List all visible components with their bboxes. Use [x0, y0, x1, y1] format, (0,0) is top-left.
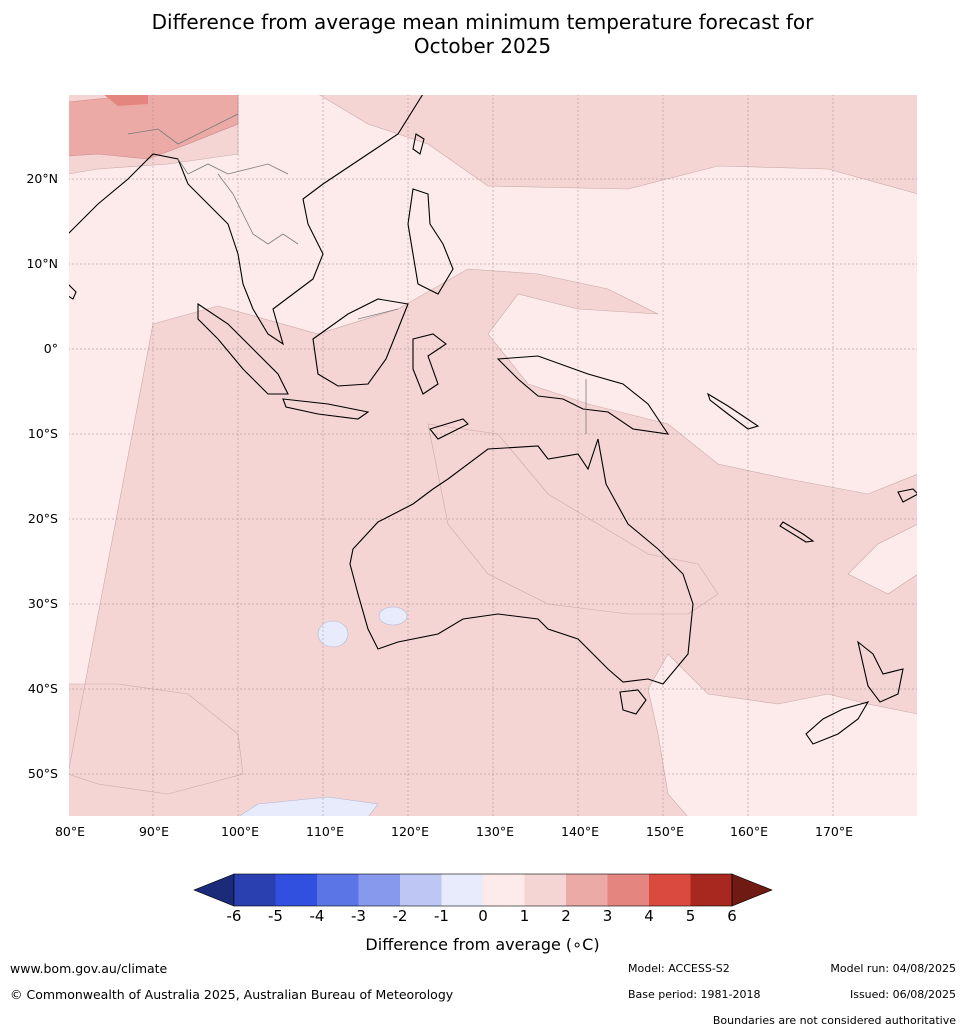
borneo-coastline [312, 298, 409, 387]
title-line-2: October 2025 [413, 34, 552, 58]
colorbar-tick-label: -6 [226, 907, 242, 925]
anomaly-negative-regions [237, 606, 408, 817]
lon-label-110e: 110°E [305, 824, 345, 839]
map-canvas [68, 94, 918, 817]
colorbar-tick-label: -2 [392, 907, 408, 925]
title-line-1: Difference from average mean minimum tem… [151, 10, 814, 34]
lat-label-10n: 10°N [26, 256, 58, 271]
taiwan-coastline [412, 133, 425, 155]
colorbar-cell [234, 874, 276, 906]
colorbar-tick-label: -5 [268, 907, 283, 925]
colorbar-cells [193, 873, 773, 907]
sulawesi-coastline [412, 333, 447, 395]
philippines-coastline [407, 188, 454, 295]
colorbar-cell [483, 874, 525, 906]
java-coastline [282, 398, 370, 420]
colorbar-tick-label: 0 [478, 907, 488, 925]
copyright-text: © Commonwealth of Australia 2025, Austra… [10, 987, 454, 1002]
lon-label-160e: 160°E [729, 824, 769, 839]
timor-coastline [429, 418, 469, 440]
new-caledonia-coastline [779, 521, 815, 543]
lat-label-30s: 30°S [27, 596, 58, 611]
issued-text: Issued: 06/08/2025 [849, 988, 956, 1001]
lon-label-120e: 120°E [390, 824, 430, 839]
lon-label-140e: 140°E [560, 824, 600, 839]
forecast-map [68, 94, 918, 817]
lon-label-150e: 150°E [645, 824, 685, 839]
colorbar-cell [358, 874, 400, 906]
new-zealand-south-island-coastline [805, 701, 870, 745]
boundaries-disclaimer: Boundaries are not considered authoritat… [712, 1014, 956, 1027]
lon-label-170e: 170°E [814, 824, 854, 839]
model-run-text: Model run: 04/08/2025 [830, 962, 956, 975]
graticule [68, 94, 918, 817]
colorbar-tick-label: 5 [685, 907, 696, 925]
colorbar-tick-label: -1 [434, 907, 449, 925]
australia-coastline [349, 438, 694, 685]
colorbar-tick-label: 2 [561, 907, 571, 925]
colorbar-cell [607, 874, 649, 906]
sumatra-coastline [197, 302, 289, 395]
fiji-coastline [897, 488, 918, 503]
colorbar-tick-label: -3 [351, 907, 366, 925]
colorbar-cell [400, 874, 442, 906]
base-period-text: Base period: 1981-2018 [628, 988, 761, 1001]
colorbar-tick-label: -4 [309, 907, 325, 925]
tasmania-coastline [619, 689, 647, 715]
colorbar-cell [649, 874, 691, 906]
new-zealand-north-island-coastline [857, 640, 904, 703]
website-link[interactable]: www.bom.gov.au/climate [10, 961, 168, 976]
sri-lanka-coastline [68, 283, 77, 300]
solomon-islands-coastline [707, 392, 760, 430]
colorbar-cell [275, 874, 317, 906]
colorbar-tick-label: 1 [519, 907, 530, 925]
colorbar-title: Difference from average (∘C) [365, 935, 600, 954]
colorbar-frame [233, 873, 733, 907]
lat-label-20s: 20°S [27, 511, 58, 526]
colorbar-extend-high [731, 873, 773, 907]
new-guinea-coastline [496, 355, 670, 435]
model-text: Model: ACCESS-S2 [628, 962, 730, 975]
lat-label-10s: 10°S [27, 426, 58, 441]
coastlines [68, 94, 918, 745]
chart-title: Difference from average mean minimum tem… [0, 10, 965, 58]
lat-label-20n: 20°N [26, 171, 58, 186]
anomaly-3-4-regions [103, 94, 148, 106]
country-borders [127, 113, 587, 434]
colorbar-tick-label: 6 [727, 907, 737, 925]
lon-label-130e: 130°E [475, 824, 515, 839]
colorbar-cell [690, 874, 732, 906]
asia-mainland-coastline [68, 94, 424, 346]
lon-label-100e: 100°E [220, 824, 260, 839]
lat-label-50s: 50°S [27, 766, 58, 781]
colorbar-cell [441, 874, 483, 906]
colorbar-tick-label: 3 [602, 907, 613, 925]
map-frame [68, 94, 918, 817]
lon-label-80e: 80°E [54, 824, 86, 839]
colorbar-cell [566, 874, 608, 906]
colorbar-tick-label: 4 [644, 907, 654, 925]
colorbar-cell [317, 874, 359, 906]
colorbar-extend-low [193, 873, 235, 907]
lat-label-equator: 0° [43, 341, 58, 356]
colorbar-cell [524, 874, 566, 906]
lat-label-40s: 40°S [27, 681, 58, 696]
lon-label-90e: 90°E [138, 824, 170, 839]
